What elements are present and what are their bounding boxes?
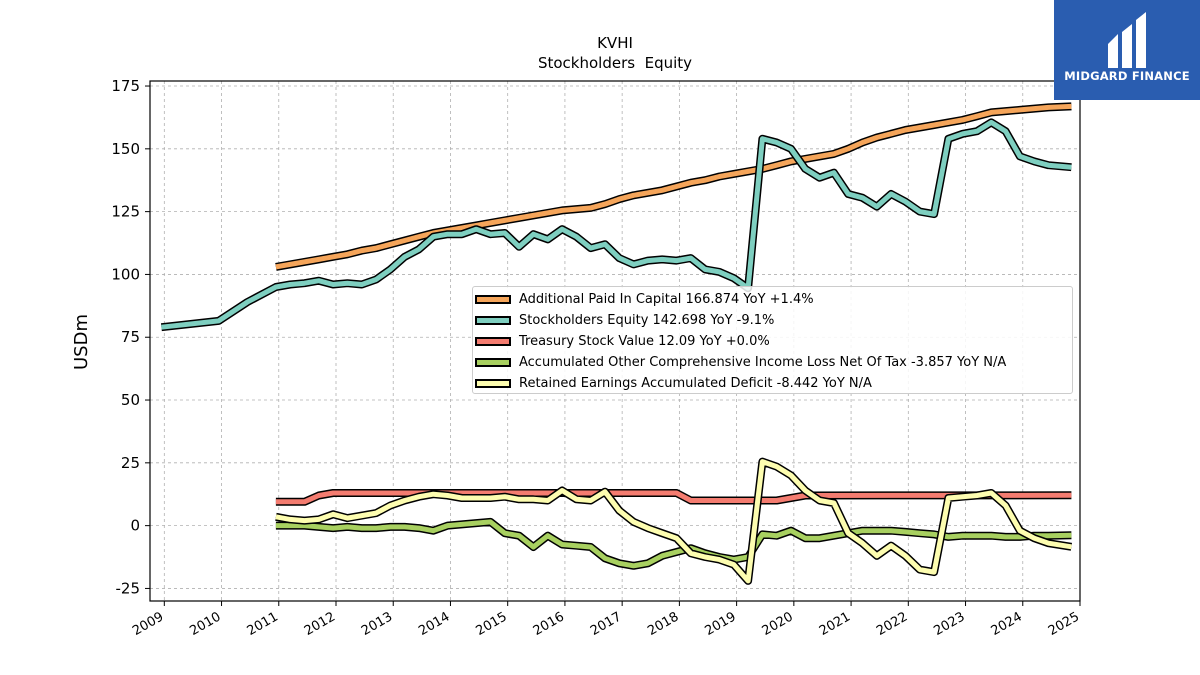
x-tick-label: 2020 [760, 609, 796, 639]
legend-swatch [475, 337, 511, 346]
y-tick-label: -25 [116, 579, 141, 597]
y-axis-label: USDm [71, 314, 92, 370]
y-tick-label: 25 [121, 454, 140, 472]
plot-frame [149, 80, 1081, 602]
x-tick-label: 2022 [874, 609, 910, 639]
series-line-3 [275, 490, 1072, 505]
y-tick-label: 175 [111, 77, 140, 95]
legend-swatch [475, 358, 511, 367]
x-tick-label: 2018 [645, 609, 681, 639]
y-tick-label: 100 [111, 265, 140, 283]
x-tick-label: 2021 [817, 609, 853, 639]
legend-item-5: Retained Earnings Accumulated Deficit -8… [473, 373, 1072, 394]
x-axis-ticks: 2009 2010 2011 2012 2013 2014 2015 2016 2017 2018… [130, 601, 1082, 639]
chart-title: KVHI [597, 34, 633, 52]
series-line-5 [275, 459, 1072, 584]
x-tick-label: 2017 [588, 609, 624, 639]
legend-label: Stockholders Equity 142.698 YoY -9.1% [519, 313, 775, 328]
y-tick-label: 150 [111, 140, 140, 158]
legend-item-3: Treasury Stock Value 12.09 YoY +0.0% [473, 331, 1072, 352]
x-tick-label: 2024 [989, 609, 1025, 639]
chart-legend: Additional Paid In Capital 166.874 YoY +… [472, 286, 1073, 394]
x-tick-label: 2023 [931, 609, 967, 639]
x-tick-label: 2009 [130, 609, 166, 639]
x-tick-label: 2015 [474, 609, 510, 639]
legend-label: Additional Paid In Capital 166.874 YoY +… [519, 292, 814, 307]
series-line-1 [275, 103, 1072, 270]
series-line-2 [161, 119, 1072, 330]
legend-item-4: Accumulated Other Comprehensive Income L… [473, 352, 1072, 373]
x-tick-label: 2016 [531, 609, 567, 639]
y-tick-label: 75 [121, 328, 140, 346]
series-layer [160, 102, 1073, 585]
legend-label: Treasury Stock Value 12.09 YoY +0.0% [519, 334, 770, 349]
legend-label: Retained Earnings Accumulated Deficit -8… [519, 376, 872, 391]
brand-logo: MIDGARD FINANCE [1054, 0, 1200, 100]
y-axis-ticks: -25 0 25 50 75 100 125 150 175 [111, 77, 150, 597]
x-tick-label: 2011 [245, 609, 281, 639]
legend-item-2: Stockholders Equity 142.698 YoY -9.1% [473, 310, 1072, 331]
x-tick-label: 2012 [302, 609, 338, 639]
brand-name: MIDGARD FINANCE [1064, 69, 1190, 83]
x-tick-label: 2025 [1046, 609, 1082, 639]
x-tick-label: 2014 [416, 609, 452, 639]
x-tick-label: 2013 [359, 609, 395, 639]
series-outline-5 [275, 457, 1073, 585]
brand-logo-mark-icon [1108, 12, 1146, 68]
legend-swatch [475, 316, 511, 325]
x-tick-label: 2010 [187, 609, 223, 639]
legend-swatch [475, 379, 511, 388]
legend-label: Accumulated Other Comprehensive Income L… [519, 355, 1007, 370]
y-tick-label: 125 [111, 203, 140, 221]
legend-item-1: Additional Paid In Capital 166.874 YoY +… [473, 289, 1072, 310]
y-tick-label: 50 [121, 391, 140, 409]
series-line-4 [275, 519, 1072, 569]
chart-subtitle: Stockholders Equity [538, 54, 692, 72]
y-tick-label: 0 [130, 517, 140, 535]
x-tick-label: 2019 [702, 609, 738, 639]
legend-swatch [475, 295, 511, 304]
